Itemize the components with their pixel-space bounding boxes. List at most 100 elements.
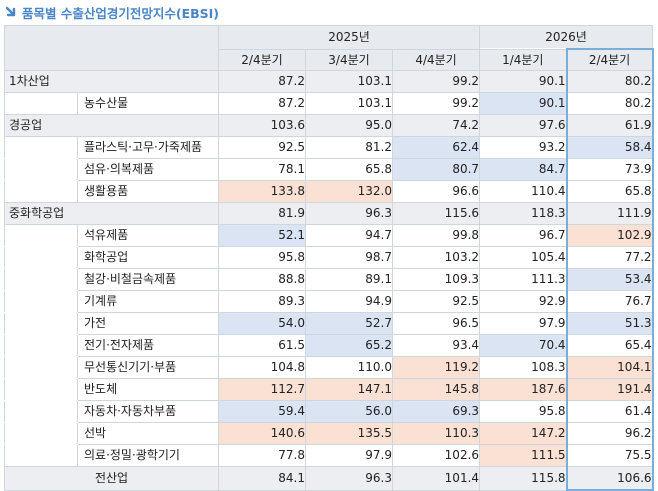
indent-cell bbox=[4, 312, 78, 335]
value-cell: 109.3 bbox=[391, 268, 481, 291]
item-name: 의료·정밀·광학기기 bbox=[77, 444, 219, 467]
value-cell: 59.4 bbox=[218, 400, 306, 423]
value-cell: 101.4 bbox=[391, 466, 481, 491]
value-cell: 93.2 bbox=[479, 136, 568, 159]
value-cell: 135.5 bbox=[305, 422, 393, 445]
table-row: 반도체 112.7 147.1 145.8 187.6 191.4 bbox=[4, 378, 654, 401]
value-cell: 81.9 bbox=[218, 202, 306, 225]
header-quarter: 1/4분기 bbox=[479, 48, 568, 71]
value-cell: 65.8 bbox=[305, 158, 393, 181]
item-name: 화학공업 bbox=[77, 246, 219, 269]
indent-cell bbox=[4, 136, 78, 159]
value-cell: 94.9 bbox=[305, 290, 393, 313]
value-cell: 106.6 bbox=[565, 466, 654, 491]
value-cell: 92.5 bbox=[391, 290, 481, 313]
table-row: 가전 54.0 52.7 96.5 97.9 51.3 bbox=[4, 312, 654, 335]
table-row: 선박 140.6 135.5 110.3 147.2 96.2 bbox=[4, 422, 654, 445]
item-name: 철강·비철금속제품 bbox=[77, 268, 219, 291]
value-cell: 95.0 bbox=[305, 114, 393, 137]
value-cell: 87.2 bbox=[218, 92, 306, 115]
total-name: 전산업 bbox=[4, 466, 219, 491]
table-row: 농수산물 87.2 103.1 99.2 90.1 80.2 bbox=[4, 92, 654, 115]
value-cell: 61.4 bbox=[565, 400, 654, 423]
value-cell: 102.6 bbox=[391, 444, 481, 467]
item-name: 생활용품 bbox=[77, 180, 219, 203]
table-row: 섬유·의복제품 78.1 65.8 80.7 84.7 73.9 bbox=[4, 158, 654, 181]
category-name: 1차산업 bbox=[4, 70, 219, 93]
value-cell: 51.3 bbox=[565, 312, 654, 335]
value-cell: 69.3 bbox=[391, 400, 481, 423]
value-cell: 111.9 bbox=[565, 202, 654, 225]
value-cell: 61.9 bbox=[565, 114, 654, 137]
value-cell: 96.2 bbox=[565, 422, 654, 445]
category-name: 중화학공업 bbox=[4, 202, 219, 225]
value-cell: 115.8 bbox=[479, 466, 568, 491]
value-cell: 132.0 bbox=[305, 180, 393, 203]
ebsi-table: 2025년 2026년 2/4분기 3/4분기 4/4분기 1/4분기 2/4분… bbox=[4, 25, 654, 491]
value-cell: 70.4 bbox=[479, 334, 568, 357]
value-cell: 62.4 bbox=[391, 136, 481, 159]
value-cell: 133.8 bbox=[218, 180, 306, 203]
table-row: 생활용품 133.8 132.0 96.6 110.4 65.8 bbox=[4, 180, 654, 203]
value-cell: 93.4 bbox=[391, 334, 481, 357]
header-quarter: 4/4분기 bbox=[391, 48, 481, 71]
indent-cell bbox=[4, 92, 78, 115]
header-quarter-highlighted: 2/4분기 bbox=[565, 48, 654, 71]
item-name: 기계류 bbox=[77, 290, 219, 313]
value-cell: 98.7 bbox=[305, 246, 393, 269]
value-cell: 92.5 bbox=[218, 136, 306, 159]
indent-cell bbox=[4, 246, 78, 269]
value-cell: 52.1 bbox=[218, 224, 306, 247]
value-cell: 78.1 bbox=[218, 158, 306, 181]
header-corner bbox=[4, 25, 219, 71]
item-name: 플라스틱·고무·가죽제품 bbox=[77, 136, 219, 159]
value-cell: 104.1 bbox=[565, 356, 654, 379]
value-cell: 110.4 bbox=[479, 180, 568, 203]
value-cell: 99.8 bbox=[391, 224, 481, 247]
value-cell: 110.0 bbox=[305, 356, 393, 379]
value-cell: 90.1 bbox=[479, 92, 568, 115]
item-name: 가전 bbox=[77, 312, 219, 335]
indent-cell bbox=[4, 422, 78, 445]
value-cell: 147.1 bbox=[305, 378, 393, 401]
value-cell: 52.7 bbox=[305, 312, 393, 335]
value-cell: 97.9 bbox=[479, 312, 568, 335]
value-cell: 95.8 bbox=[479, 400, 568, 423]
item-name: 무선통신기기·부품 bbox=[77, 356, 219, 379]
value-cell: 54.0 bbox=[218, 312, 306, 335]
value-cell: 76.7 bbox=[565, 290, 654, 313]
value-cell: 140.6 bbox=[218, 422, 306, 445]
table-row: 철강·비철금속제품 88.8 89.1 109.3 111.3 53.4 bbox=[4, 268, 654, 291]
value-cell: 97.6 bbox=[479, 114, 568, 137]
value-cell: 97.9 bbox=[305, 444, 393, 467]
table-row: 기계류 89.3 94.9 92.5 92.9 76.7 bbox=[4, 290, 654, 313]
indent-cell bbox=[4, 334, 78, 357]
table-row: 화학공업 95.8 98.7 103.2 105.4 77.2 bbox=[4, 246, 654, 269]
value-cell: 108.3 bbox=[479, 356, 568, 379]
arrow-down-right-icon bbox=[5, 6, 16, 17]
value-cell: 87.2 bbox=[218, 70, 306, 93]
item-name: 석유제품 bbox=[77, 224, 219, 247]
value-cell: 147.2 bbox=[479, 422, 568, 445]
value-cell: 84.7 bbox=[479, 158, 568, 181]
value-cell: 80.2 bbox=[565, 92, 654, 115]
indent-cell bbox=[4, 290, 78, 313]
value-cell: 65.8 bbox=[565, 180, 654, 203]
indent-cell bbox=[4, 224, 78, 247]
table-row: 전기·전자제품 61.5 65.2 93.4 70.4 65.4 bbox=[4, 334, 654, 357]
indent-cell bbox=[4, 356, 78, 379]
value-cell: 115.6 bbox=[391, 202, 481, 225]
table-row: 1차산업 87.2 103.1 99.2 90.1 80.2 bbox=[4, 70, 654, 93]
value-cell: 65.4 bbox=[565, 334, 654, 357]
value-cell: 77.2 bbox=[565, 246, 654, 269]
value-cell: 103.1 bbox=[305, 92, 393, 115]
value-cell: 111.3 bbox=[479, 268, 568, 291]
indent-cell bbox=[4, 444, 78, 467]
table-row: 플라스틱·고무·가죽제품 92.5 81.2 62.4 93.2 58.4 bbox=[4, 136, 654, 159]
item-name: 농수산물 bbox=[77, 92, 219, 115]
header-quarter: 2/4분기 bbox=[218, 48, 306, 71]
value-cell: 58.4 bbox=[565, 136, 654, 159]
value-cell: 145.8 bbox=[391, 378, 481, 401]
table-row: 석유제품 52.1 94.7 99.8 96.7 102.9 bbox=[4, 224, 654, 247]
value-cell: 75.5 bbox=[565, 444, 654, 467]
